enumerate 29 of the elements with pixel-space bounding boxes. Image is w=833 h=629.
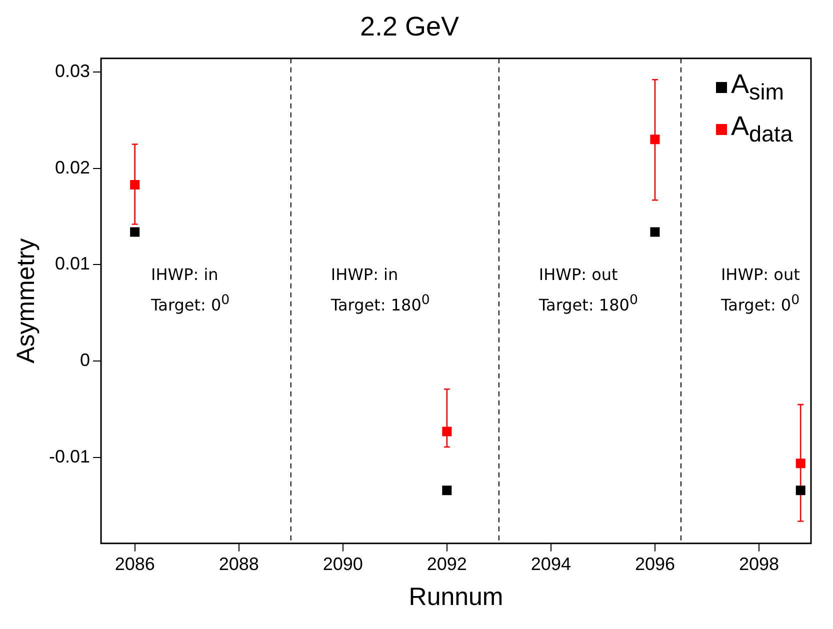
y-axis-title: Asymmetry (12, 238, 40, 364)
y-tick-label: 0.03 (54, 60, 90, 81)
x-axis-title: Runnum (408, 582, 504, 611)
x-tick-label: 2090 (322, 554, 363, 574)
legend-label: A$_{data}$ (731, 110, 793, 146)
point (796, 458, 806, 468)
x-tick-label: 2086 (114, 554, 155, 574)
x-tick-label: 2096 (634, 554, 675, 574)
point (130, 227, 140, 237)
legend-label: A$_{sim}$ (731, 68, 784, 104)
point (130, 180, 140, 190)
point (442, 426, 452, 436)
point (796, 486, 806, 496)
point (442, 486, 452, 496)
x-tick-label: 2094 (530, 554, 571, 574)
y-tick-label: 0 (80, 350, 90, 370)
x-tick-label: 2092 (426, 554, 467, 574)
annotation: IHWP: in Target: 0$^{0}$ (151, 264, 230, 316)
y-tick-label: 0.02 (54, 157, 90, 178)
annotation: IHWP: out Target: 180$^{0}$ (538, 264, 638, 316)
annotation: IHWP: out Target: 0$^{0}$ (720, 264, 800, 316)
chart-title: 2.2 GeV (360, 12, 460, 42)
y-tick-label: -0.01 (48, 446, 90, 467)
x-tick-label: 2098 (738, 554, 780, 574)
y-tick-label: 0.01 (54, 254, 90, 274)
x-tick-label: 2088 (218, 554, 259, 574)
annotation: IHWP: in Target: 180$^{0}$ (330, 264, 430, 316)
point (650, 227, 660, 237)
point (650, 134, 660, 144)
